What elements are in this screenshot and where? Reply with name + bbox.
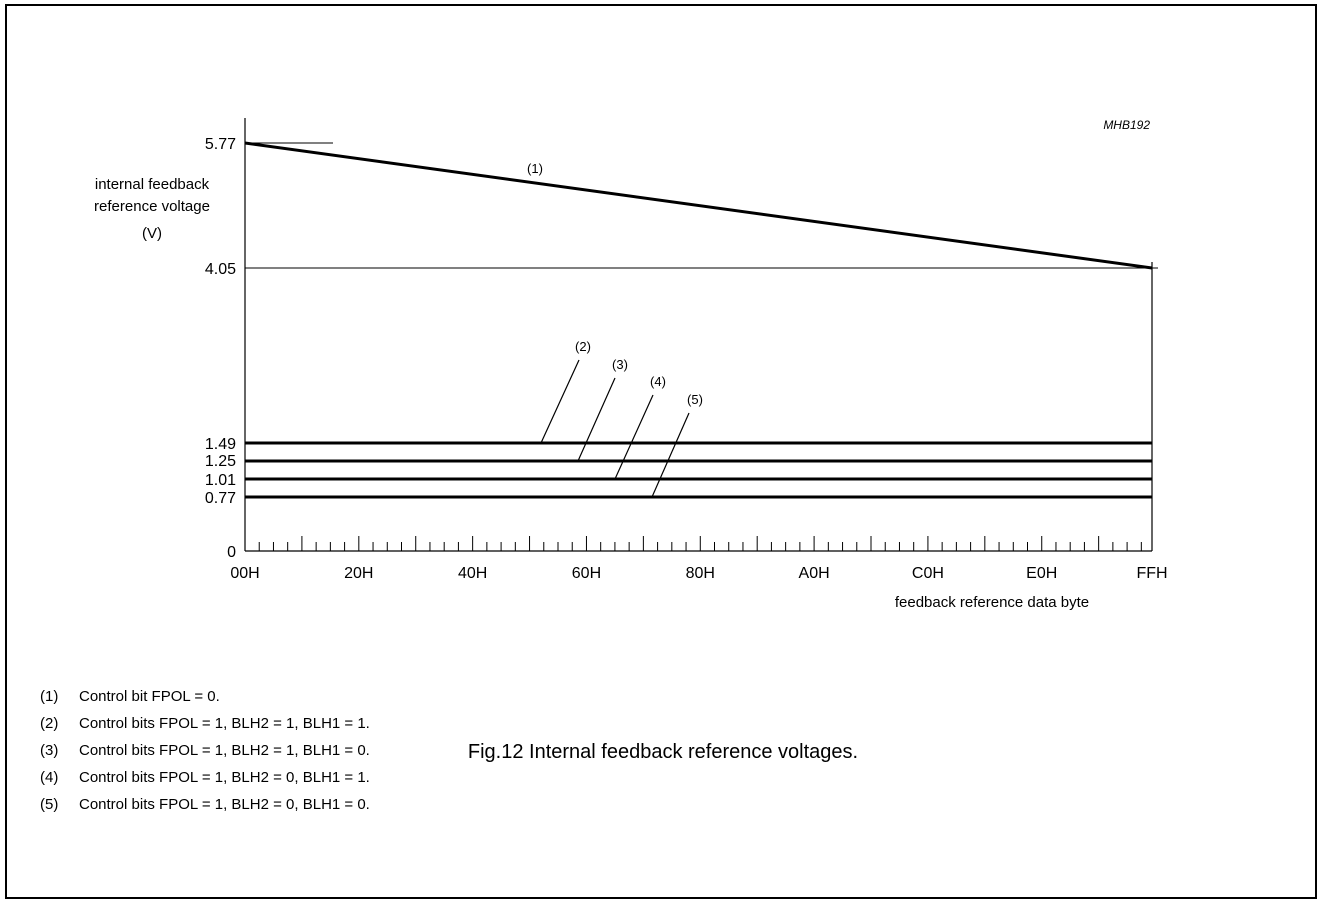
series-label: (5) — [687, 392, 703, 407]
x-tick-label: 40H — [458, 565, 487, 582]
x-tick-label: 80H — [686, 565, 715, 582]
x-axis-label: feedback reference data byte — [895, 594, 1089, 611]
series-label: (2) — [575, 339, 591, 354]
x-tick-label: A0H — [799, 565, 830, 582]
note-item: (4) Control bits FPOL = 1, BLH2 = 0, BLH… — [40, 764, 370, 791]
series-label: (1) — [527, 161, 543, 176]
y-tick-label: 1.49 — [205, 436, 236, 453]
note-number: (2) — [40, 715, 59, 732]
note-text: Control bits FPOL = 1, BLH2 = 0, BLH1 = … — [79, 796, 370, 813]
notes-list: (1) Control bit FPOL = 0. (2) Control bi… — [40, 683, 370, 818]
chart: 00H 20H 40H 60H 80H A0H C0H E0H FFH 0 0.771.01 1.25… — [94, 118, 1168, 611]
note-number: (3) — [40, 742, 59, 759]
note-text: Control bits FPOL = 1, BLH2 = 0, BLH1 = … — [79, 769, 370, 786]
x-tick-label: FFH — [1136, 565, 1167, 582]
y-tick-label: 0.77 — [205, 490, 236, 507]
series-line-1 — [244, 141, 1153, 270]
note-number: (1) — [40, 688, 59, 705]
figure-id: MHB192 — [1103, 118, 1150, 132]
y-tick-label: 5.77 — [205, 136, 236, 153]
x-tick-label: 60H — [572, 565, 601, 582]
y-tick-label: 1.25 — [205, 453, 236, 470]
x-tick-label: E0H — [1026, 565, 1057, 582]
note-text: Control bits FPOL = 1, BLH2 = 1, BLH1 = … — [79, 715, 370, 732]
y-tick-label: 1.01 — [205, 472, 236, 489]
series-label: (3) — [612, 357, 628, 372]
x-tick-label: C0H — [912, 565, 944, 582]
series-leader-line — [577, 377, 616, 462]
x-tick-label: 00H — [230, 565, 259, 582]
y-axis-label: (V) — [142, 225, 162, 242]
note-number: (5) — [40, 796, 59, 813]
series-leader-line — [614, 394, 654, 480]
note-number: (4) — [40, 769, 59, 786]
note-item: (2) Control bits FPOL = 1, BLH2 = 1, BLH… — [40, 710, 370, 737]
y-axis-label: reference voltage — [94, 198, 210, 215]
note-text: Control bits FPOL = 1, BLH2 = 1, BLH1 = … — [79, 742, 370, 759]
series-leader-line — [651, 412, 690, 498]
figure-frame — [5, 4, 1317, 899]
note-item: (5) Control bits FPOL = 1, BLH2 = 0, BLH… — [40, 791, 370, 818]
figure-caption: Fig.12 Internal feedback reference volta… — [467, 741, 859, 763]
y-axis-label: internal feedback — [95, 176, 210, 193]
x-tick-label: 20H — [344, 565, 373, 582]
y-tick-label: 0 — [227, 544, 236, 561]
series-leader-line — [540, 359, 580, 444]
note-item: (1) Control bit FPOL = 0. — [40, 683, 370, 710]
note-text: Control bit FPOL = 0. — [79, 688, 220, 705]
series-label: (4) — [650, 374, 666, 389]
y-tick-label: 4.05 — [205, 261, 236, 278]
note-item: (3) Control bits FPOL = 1, BLH2 = 1, BLH… — [40, 737, 370, 764]
